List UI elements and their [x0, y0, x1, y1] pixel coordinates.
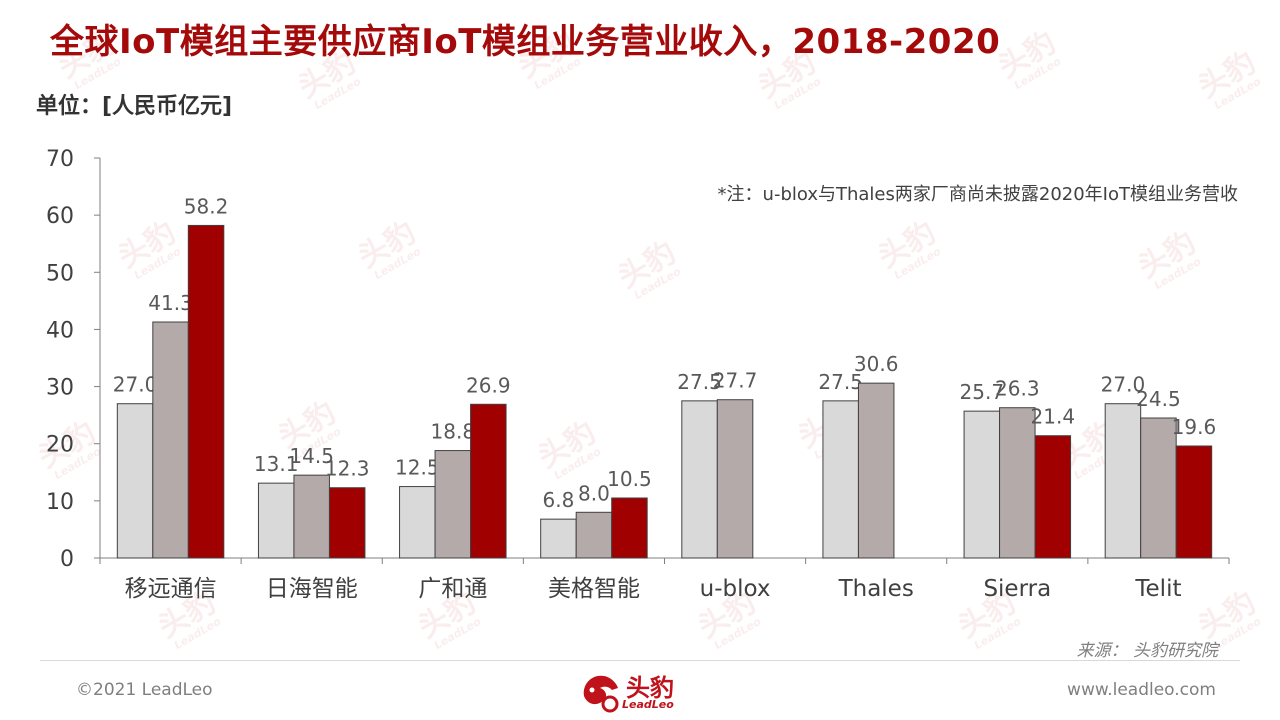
category-label: 日海智能 [266, 576, 358, 602]
y-tick-label: 70 [46, 147, 74, 172]
data-label: 26.9 [466, 373, 511, 397]
bar [257, 482, 295, 559]
leopard-icon [583, 675, 619, 713]
y-tick-label: 60 [46, 204, 74, 229]
data-label: 27.7 [713, 369, 758, 393]
data-label: 27.5 [818, 370, 863, 394]
y-tick-label: 30 [46, 376, 74, 401]
bar [575, 511, 613, 559]
data-label: 19.6 [1172, 415, 1217, 439]
data-label: 14.5 [289, 444, 334, 468]
bar [857, 382, 895, 559]
bar [611, 497, 648, 559]
data-label: 26.3 [995, 377, 1040, 401]
bar [293, 474, 330, 559]
y-tick-label: 10 [46, 490, 74, 515]
category-label: 移远通信 [125, 576, 217, 602]
category-label: u-blox [700, 576, 771, 602]
bar [434, 450, 472, 559]
data-label: 24.5 [1136, 387, 1181, 411]
data-label: 12.5 [395, 456, 440, 480]
data-label: 18.8 [431, 420, 476, 444]
logo-text-cn: 头豹 [626, 674, 674, 702]
bar [681, 400, 718, 559]
category-label: 广和通 [418, 576, 487, 602]
page-title: 全球IoT模组主要供应商IoT模组业务营业收入，2018-2020 [50, 22, 1001, 62]
category-label: 美格智能 [548, 576, 640, 602]
data-label: 12.3 [325, 457, 370, 481]
data-label: 58.2 [184, 194, 229, 218]
bar [187, 224, 225, 559]
bar-chart: 01020304050607027.041.358.2移远通信13.114.51… [46, 147, 1238, 602]
data-label: 41.3 [148, 291, 193, 315]
y-tick-label: 0 [60, 547, 74, 572]
category-label: Telit [1134, 576, 1181, 602]
bar [116, 403, 154, 559]
category-label: Sierra [983, 576, 1051, 602]
data-label: 27.0 [1101, 373, 1146, 397]
bar [963, 410, 1001, 559]
bar [152, 321, 189, 559]
y-tick-label: 20 [46, 433, 74, 458]
bar [470, 403, 507, 559]
leadleo-logo: 头豹 LeadLeo [578, 662, 708, 718]
category-label: Thales [838, 576, 914, 602]
bar [716, 399, 754, 559]
chart-annotation: *注：u-blox与Thales两家厂商尚未披露2020年IoT模组业务营收 [718, 184, 1238, 205]
data-label: 10.5 [607, 467, 652, 491]
logo-text-en: LeadLeo [622, 698, 674, 711]
footer-divider [40, 660, 1240, 661]
y-tick-label: 40 [46, 318, 74, 343]
data-label: 30.6 [854, 352, 899, 376]
data-label: 25.7 [960, 380, 1005, 404]
bar [999, 407, 1036, 559]
bar [540, 518, 577, 559]
y-tick-label: 50 [46, 261, 74, 286]
bar [1104, 403, 1142, 559]
data-label: 21.4 [1031, 405, 1076, 429]
data-label: 13.1 [254, 452, 299, 476]
bar [399, 486, 436, 559]
bar [1175, 445, 1213, 559]
data-label: 8.0 [578, 481, 610, 505]
data-label: 27.0 [113, 373, 158, 397]
copyright: ©2021 LeadLeo [76, 680, 213, 700]
bar [822, 400, 859, 559]
unit-label: 单位：[人民币亿元] [36, 94, 233, 119]
data-label: 6.8 [543, 488, 575, 512]
bar [328, 487, 366, 559]
data-label: 27.5 [677, 370, 722, 394]
website-link[interactable]: www.leadleo.com [1067, 680, 1216, 700]
source-note: 来源： 头豹研究院 [1076, 641, 1218, 661]
bar [1140, 417, 1177, 559]
bar [1034, 435, 1072, 559]
